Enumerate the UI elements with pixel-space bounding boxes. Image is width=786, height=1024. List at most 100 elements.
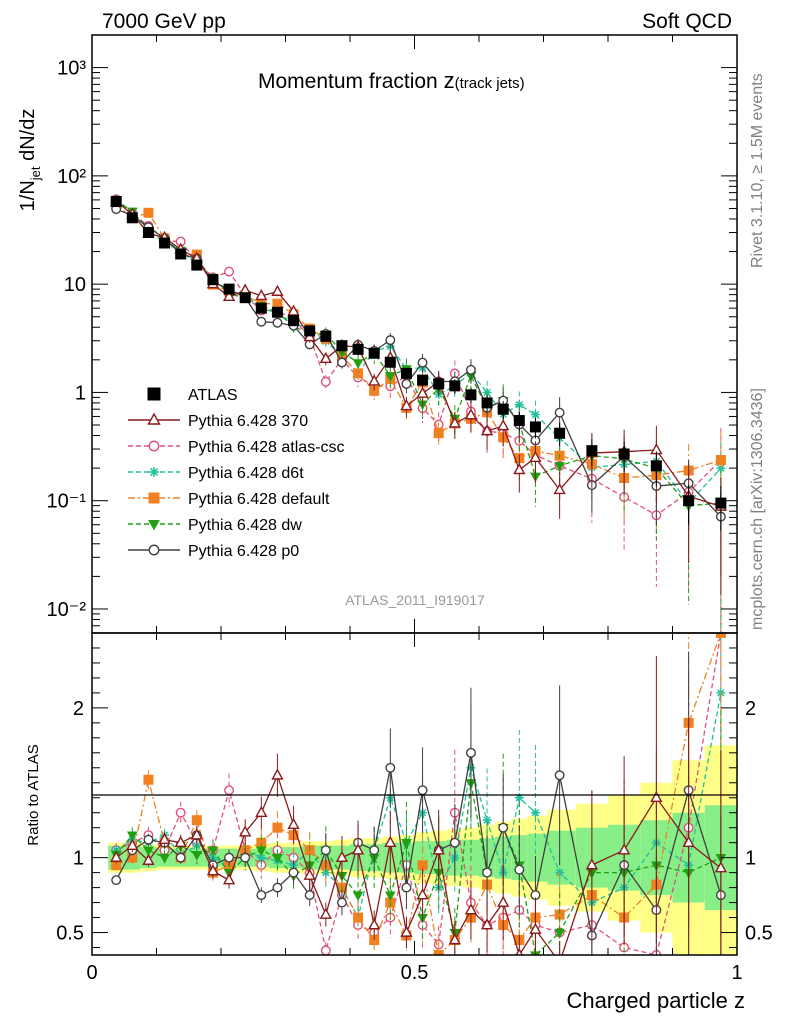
point bbox=[255, 302, 267, 314]
series-line bbox=[115, 198, 722, 505]
header-left: 7000 GeV pp bbox=[102, 10, 226, 33]
legend-entry-pythia-6-428-atlas-csc: Pythia 6.428 atlas-csc bbox=[128, 439, 345, 456]
point bbox=[683, 495, 695, 507]
point bbox=[272, 854, 283, 864]
series-line bbox=[115, 200, 721, 507]
chart-title-z: z bbox=[444, 68, 455, 93]
point bbox=[513, 415, 525, 427]
point bbox=[158, 832, 171, 844]
asterisk-stroke bbox=[515, 401, 524, 409]
point bbox=[175, 248, 187, 260]
point bbox=[320, 845, 331, 856]
point bbox=[385, 762, 396, 773]
point bbox=[433, 950, 444, 955]
point bbox=[514, 864, 525, 875]
point bbox=[353, 368, 364, 379]
point bbox=[368, 374, 381, 386]
point bbox=[304, 890, 315, 901]
series-ratio-pythia-6-428-370 bbox=[110, 656, 728, 966]
point bbox=[480, 918, 494, 930]
asterisk-stroke bbox=[483, 816, 491, 824]
point bbox=[110, 850, 123, 862]
point bbox=[353, 912, 364, 923]
chart-title-main: Momentum fraction bbox=[258, 70, 444, 93]
point bbox=[401, 839, 412, 849]
point bbox=[715, 455, 726, 466]
main-plot bbox=[110, 194, 728, 633]
y-tick-label: 1 bbox=[75, 382, 86, 404]
point bbox=[715, 497, 727, 509]
point bbox=[416, 888, 429, 900]
point bbox=[401, 378, 412, 389]
point bbox=[384, 372, 396, 382]
point bbox=[239, 292, 251, 304]
point bbox=[482, 815, 492, 825]
x-axis-label: Charged particle z bbox=[566, 988, 745, 1013]
point bbox=[335, 850, 349, 862]
ratio-plot bbox=[110, 633, 728, 966]
point bbox=[529, 922, 542, 934]
side-text-top: Rivet 3.1.10, ≥ 1.5M events bbox=[749, 73, 766, 268]
point bbox=[553, 482, 566, 495]
x-tick-label: 0.5 bbox=[401, 962, 429, 984]
series-main-atlas bbox=[110, 195, 727, 531]
point bbox=[433, 378, 445, 390]
point bbox=[239, 825, 252, 837]
point bbox=[384, 835, 397, 847]
point bbox=[319, 351, 332, 364]
point bbox=[555, 957, 565, 966]
point bbox=[449, 380, 461, 392]
header-right: Soft QCD bbox=[642, 10, 732, 33]
point bbox=[481, 397, 493, 409]
point bbox=[320, 376, 331, 387]
point bbox=[448, 416, 461, 428]
point bbox=[142, 226, 154, 238]
point bbox=[529, 421, 541, 433]
point bbox=[514, 400, 524, 410]
point bbox=[465, 747, 476, 758]
point bbox=[465, 364, 476, 375]
point bbox=[433, 428, 444, 439]
point bbox=[143, 774, 154, 785]
point bbox=[384, 356, 396, 368]
point bbox=[351, 843, 365, 855]
legend-marker bbox=[148, 520, 160, 531]
point bbox=[256, 316, 267, 327]
asterisk-stroke bbox=[531, 410, 540, 419]
point bbox=[417, 357, 428, 368]
point bbox=[480, 424, 494, 436]
band-inner-segment bbox=[527, 833, 548, 882]
point bbox=[222, 289, 236, 302]
legend-entry-pythia-6-428-370: Pythia 6.428 370 bbox=[128, 412, 308, 430]
legend-entry-pythia-6-428-default: Pythia 6.428 default bbox=[128, 491, 330, 508]
point bbox=[650, 460, 662, 472]
ratio-tick-label-right: 0.5 bbox=[745, 923, 773, 945]
point bbox=[464, 903, 478, 915]
point bbox=[126, 212, 138, 224]
point bbox=[618, 448, 630, 460]
point bbox=[288, 315, 300, 327]
x-tick-label: 1 bbox=[731, 962, 742, 984]
legend-label: Pythia 6.428 p0 bbox=[188, 543, 299, 560]
point bbox=[336, 897, 347, 908]
legend-entry-pythia-6-428-d6t: Pythia 6.428 d6t bbox=[128, 465, 304, 482]
point bbox=[255, 846, 267, 857]
point bbox=[304, 325, 316, 337]
point bbox=[448, 933, 461, 945]
y-axis-label-sub: jet bbox=[28, 166, 43, 181]
series-line bbox=[115, 203, 722, 479]
point bbox=[497, 419, 510, 431]
point bbox=[465, 389, 477, 401]
legend-entry-atlas: ATLAS bbox=[147, 387, 238, 404]
chart-title: Momentum fraction z(track jets) bbox=[258, 68, 525, 93]
point bbox=[240, 852, 251, 863]
point bbox=[352, 891, 364, 902]
series-line bbox=[115, 782, 722, 955]
point bbox=[143, 846, 154, 857]
point bbox=[110, 195, 122, 207]
point bbox=[271, 284, 284, 296]
ratio-y-axis-label: Ratio to ATLAS bbox=[25, 744, 42, 845]
legend-marker bbox=[149, 467, 159, 477]
point bbox=[400, 367, 412, 379]
